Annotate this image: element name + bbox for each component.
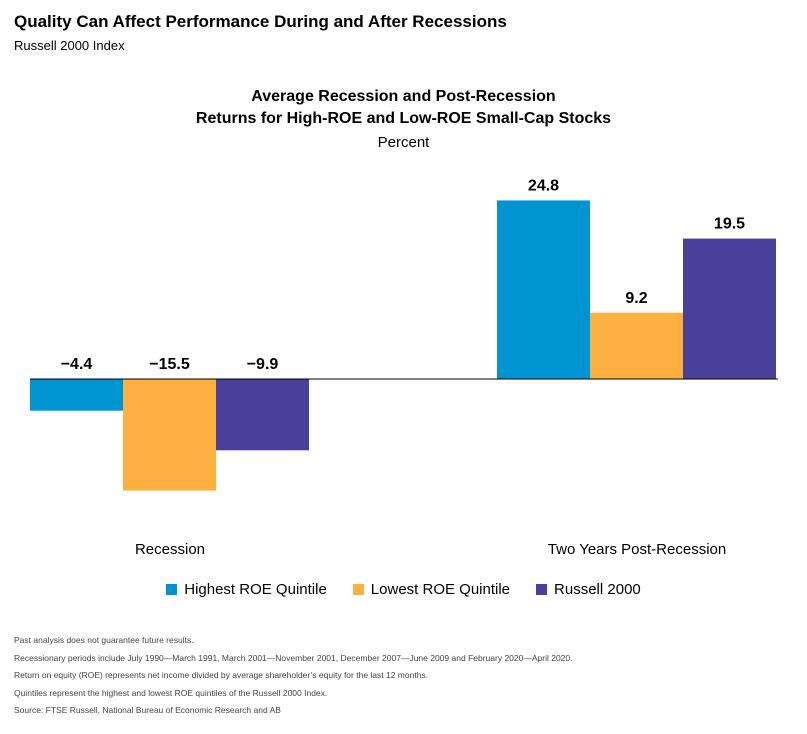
page-title: Quality Can Affect Performance During an… (14, 12, 507, 31)
data-label: −15.5 (149, 356, 190, 373)
legend-swatch (536, 584, 548, 595)
bar (123, 379, 216, 491)
chart-title-line-1: Average Recession and Post-Recession (251, 88, 556, 105)
bar (216, 379, 309, 451)
legend-label: Lowest ROE Quintile (370, 581, 511, 598)
legend-swatch (166, 584, 178, 595)
chart-unit-label: Percent (377, 134, 430, 151)
bar (590, 312, 683, 379)
footnote: Quintiles represent the highest and lowe… (14, 687, 328, 698)
legend-label: Highest ROE Quintile (184, 581, 327, 598)
data-label: 9.2 (625, 290, 647, 307)
bar (30, 379, 123, 411)
data-label: 24.8 (528, 177, 559, 194)
category-label: Two Years Post-Recession (548, 541, 726, 558)
legend-label: Russell 2000 (554, 581, 641, 598)
footnote: Source: FTSE Russell, National Bureau of… (14, 705, 281, 715)
page-subtitle: Russell 2000 Index (14, 38, 125, 53)
data-label: −9.9 (247, 356, 279, 373)
chart-title-line-2: Returns for High-ROE and Low-ROE Small-C… (195, 110, 612, 127)
data-label: 19.5 (714, 216, 745, 233)
legend-item-highest-roe: Highest ROE Quintile (166, 581, 327, 598)
legend-item-russell-2000: Russell 2000 (536, 581, 641, 598)
bar (497, 200, 590, 379)
bar (683, 238, 776, 379)
footnote: Past analysis does not guarantee future … (14, 635, 194, 645)
footnote: Recessionary periods include July 1990—M… (14, 652, 573, 663)
footnote: Return on equity (ROE) represents net in… (14, 670, 429, 680)
legend-item-lowest-roe: Lowest ROE Quintile (352, 581, 511, 598)
legend-swatch (352, 584, 364, 595)
data-label: −4.4 (61, 356, 93, 373)
category-label: Recession (135, 541, 205, 558)
chart-legend: Highest ROE Quintile Lowest ROE Quintile… (0, 581, 807, 598)
footnotes: Past analysis does not guarantee future … (14, 632, 573, 720)
